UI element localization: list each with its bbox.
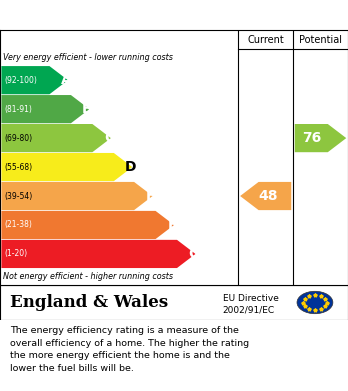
Polygon shape (295, 124, 346, 152)
Polygon shape (1, 124, 111, 152)
Text: C: C (104, 131, 114, 145)
Text: 48: 48 (259, 189, 278, 203)
Text: (21-38): (21-38) (4, 221, 32, 230)
Text: B: B (82, 102, 93, 116)
Text: 76: 76 (302, 131, 321, 145)
Ellipse shape (297, 291, 333, 314)
Text: G: G (188, 247, 199, 261)
Text: E: E (146, 189, 156, 203)
Text: (1-20): (1-20) (4, 249, 27, 258)
Polygon shape (240, 182, 291, 210)
Text: Energy Efficiency Rating: Energy Efficiency Rating (10, 7, 220, 23)
Text: Potential: Potential (299, 34, 342, 45)
Text: (55-68): (55-68) (4, 163, 32, 172)
Text: EU Directive: EU Directive (223, 294, 279, 303)
Polygon shape (1, 66, 68, 94)
Text: (92-100): (92-100) (4, 76, 37, 85)
Text: (69-80): (69-80) (4, 134, 32, 143)
Text: 2002/91/EC: 2002/91/EC (223, 306, 275, 315)
Text: (81-91): (81-91) (4, 105, 32, 114)
Polygon shape (1, 182, 152, 210)
Text: (39-54): (39-54) (4, 192, 32, 201)
Polygon shape (1, 153, 132, 181)
Polygon shape (1, 95, 89, 123)
Text: F: F (167, 218, 177, 232)
Text: Not energy efficient - higher running costs: Not energy efficient - higher running co… (3, 272, 174, 281)
Text: Very energy efficient - lower running costs: Very energy efficient - lower running co… (3, 53, 173, 62)
Text: Current: Current (247, 34, 284, 45)
Text: England & Wales: England & Wales (10, 294, 168, 311)
Text: The energy efficiency rating is a measure of the
overall efficiency of a home. T: The energy efficiency rating is a measur… (10, 326, 250, 373)
Text: D: D (125, 160, 136, 174)
Polygon shape (1, 240, 196, 268)
Text: A: A (61, 73, 71, 87)
Polygon shape (1, 211, 174, 239)
